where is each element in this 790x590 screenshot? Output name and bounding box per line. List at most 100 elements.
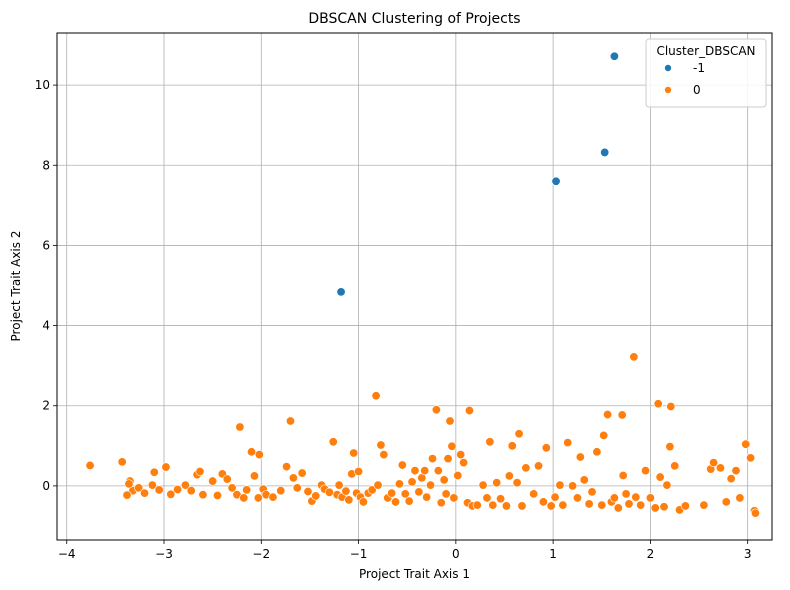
x-axis-label: Project Trait Axis 1 [359,567,470,581]
scatter-point-cluster-0 [496,494,506,504]
scatter-point-cluster-0 [166,489,176,499]
scatter-point-cluster-0 [433,466,443,476]
scatter-point-cluster-0 [122,490,132,500]
scatter-point-cluster-0 [699,500,709,510]
chart-title: DBSCAN Clustering of Projects [308,11,520,27]
scatter-point-cluster-0 [292,483,302,493]
scatter-point-cluster-0 [154,485,164,495]
scatter-point-cluster-0 [445,416,455,426]
scatter-point-cluster-0 [198,490,208,500]
y-tick-label: 0 [42,479,50,493]
x-tick-label: −4 [58,547,76,561]
scatter-point-cluster-0 [726,474,736,484]
x-axis-ticks: −4 −3 −2 −1 0 1 2 3 [58,540,752,561]
scatter-point-cluster-0 [665,442,675,452]
y-tick-label: 6 [42,238,50,252]
scatter-point-cluster-0 [512,478,522,488]
scatter-point-cluster-0 [334,480,344,490]
legend-box [645,38,767,108]
scatter-point-cluster-0 [239,493,249,503]
scatter-point-cluster-0 [592,447,602,457]
y-axis-ticks: 0 2 4 6 8 10 [35,78,57,493]
x-tick-label: 3 [744,547,752,561]
scatter-point-cluster-0 [550,492,560,502]
scatter-point-cluster-0 [609,493,619,503]
scatter-point-cluster-0 [85,460,95,470]
scatter-point-cluster-0 [242,485,252,495]
legend-label: 0 [693,83,701,97]
scatter-point-cluster-0 [410,466,420,476]
y-tick-label: 8 [42,158,50,172]
scatter-point-cluster-0 [558,500,568,510]
scatter-point-cluster-0 [328,437,338,447]
scatter-point-cluster-0 [371,391,381,401]
scatter-point-cluster-0 [249,471,259,481]
scatter-point-cluster-0 [621,489,631,499]
scatter-point-cluster-0 [517,501,527,511]
scatter-point-cluster-0 [420,466,430,476]
scatter-point-cluster-0 [453,470,463,480]
legend-marker [664,86,672,94]
x-tick-label: −2 [252,547,270,561]
scatter-point-cluster-0 [449,493,459,503]
scatter-point-cluster-0 [670,461,680,471]
scatter-point-cluster-0 [653,399,663,409]
scatter-point-cluster-0 [584,499,594,509]
scatter-point-cluster-0 [443,454,453,464]
scatter-point-cluster-0 [297,468,307,478]
scatter-points [85,51,760,518]
scatter-point-cluster-0 [431,405,441,415]
scatter-point-cluster-0 [276,486,286,496]
scatter-point-cluster-0 [387,488,397,498]
scatter-point-cluster-0 [579,475,589,485]
scatter-point-cluster-0 [546,501,556,511]
scatter-point-cluster-0 [376,440,386,450]
scatter-point-cluster-0 [186,486,196,496]
scatter-point-cluster-0 [285,416,295,426]
scatter-point-cluster-0 [472,500,482,510]
scatter-point-cluster-0 [222,474,232,484]
scatter-point-cluster-0 [427,454,437,464]
scatter-point-cluster-0 [568,481,578,491]
scatter-point-cluster-0 [721,497,731,507]
scatter-point-cluster-0 [391,497,401,507]
x-tick-label: 1 [549,547,557,561]
plot-area-frame [56,32,773,541]
scatter-point-cluster-0 [288,473,298,483]
scatter-point-cluster-0 [397,460,407,470]
scatter-point-cluster-0 [117,457,127,467]
scatter-point-cluster-noise [336,287,346,297]
scatter-point-cluster-0 [253,493,263,503]
scatter-point-cluster-0 [504,471,514,481]
scatter-point-cluster-0 [662,480,672,490]
scatter-point-cluster-0 [459,458,469,468]
scatter-point-cluster-0 [482,493,492,503]
scatter-point-cluster-0 [180,480,190,490]
scatter-point-cluster-0 [501,501,511,511]
scatter-point-cluster-0 [514,429,524,439]
scatter-point-cluster-0 [400,489,410,499]
scatter-point-cluster-0 [750,508,760,518]
scatter-point-cluster-0 [195,466,205,476]
scatter-point-cluster-0 [521,463,531,473]
scatter-point-cluster-0 [439,475,449,485]
scatter-point-cluster-0 [538,497,548,507]
x-tick-label: −3 [155,547,173,561]
scatter-point-cluster-0 [349,448,359,458]
scatter-point-cluster-0 [534,461,544,471]
scatter-point-cluster-0 [563,438,573,448]
scatter-point-cluster-0 [541,443,551,453]
scatter-point-cluster-0 [394,479,404,489]
scatter-point-cluster-0 [447,441,457,451]
scatter-point-cluster-0 [303,487,313,497]
scatter-point-cluster-0 [650,503,660,513]
scatter-point-cluster-0 [587,487,597,497]
scatter-point-cluster-0 [149,467,159,477]
scatter-point-cluster-0 [680,501,690,511]
scatter-point-cluster-0 [373,480,383,490]
scatter-point-cluster-0 [422,492,432,502]
scatter-point-cluster-0 [354,466,364,476]
scatter-point-cluster-noise [609,51,619,61]
scatter-point-cluster-0 [636,500,646,510]
